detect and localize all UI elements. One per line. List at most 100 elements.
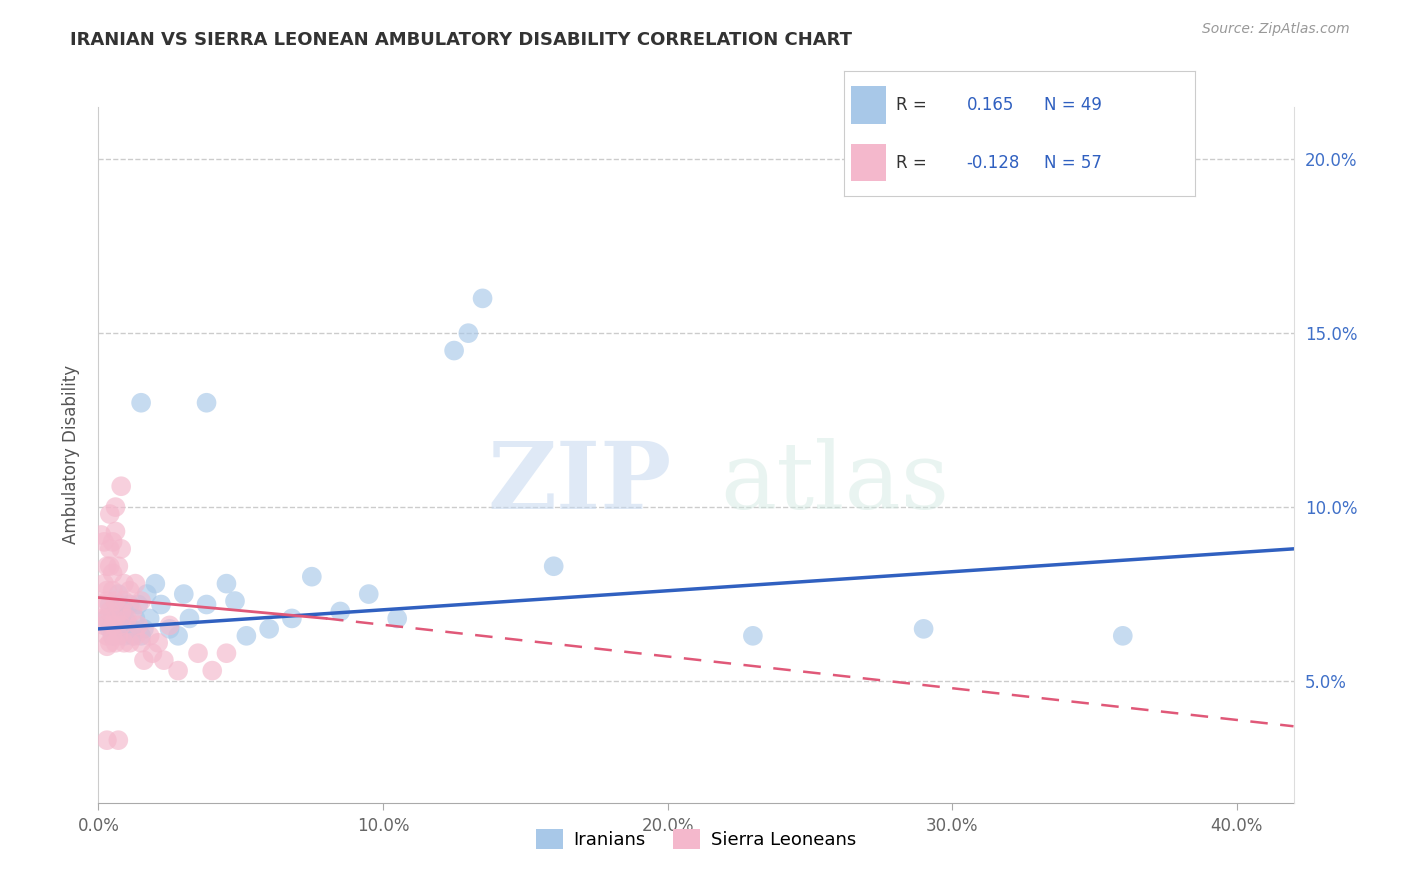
Point	[101, 611, 124, 625]
Point	[112, 636, 135, 650]
FancyBboxPatch shape	[851, 144, 886, 181]
Point	[1112, 629, 1135, 643]
Point	[118, 636, 141, 650]
Point	[110, 541, 132, 556]
Point	[195, 395, 218, 409]
Point	[132, 622, 155, 636]
Point	[98, 559, 121, 574]
Point	[129, 636, 152, 650]
Point	[141, 646, 163, 660]
Point	[112, 605, 135, 619]
Point	[110, 625, 132, 640]
Text: N = 49: N = 49	[1043, 96, 1102, 114]
Point	[215, 646, 238, 660]
Point	[104, 594, 127, 608]
Point	[159, 618, 181, 632]
Point	[135, 587, 157, 601]
Point	[96, 583, 118, 598]
Point	[124, 611, 146, 625]
Point	[201, 664, 224, 678]
FancyBboxPatch shape	[851, 87, 886, 124]
Point	[224, 594, 246, 608]
Point	[96, 639, 118, 653]
Text: N = 57: N = 57	[1043, 153, 1102, 171]
Point	[235, 629, 257, 643]
Point	[96, 733, 118, 747]
Point	[138, 629, 160, 643]
Point	[93, 618, 115, 632]
Point	[187, 646, 209, 660]
Point	[543, 559, 565, 574]
Text: atlas: atlas	[720, 438, 949, 528]
Point	[143, 576, 166, 591]
Point	[93, 576, 115, 591]
Point	[129, 629, 152, 643]
Point	[195, 598, 218, 612]
Point	[443, 343, 465, 358]
Point	[121, 629, 143, 643]
Point	[98, 507, 121, 521]
Point	[129, 395, 152, 409]
Point	[101, 583, 124, 598]
Text: R =: R =	[897, 153, 927, 171]
Text: Source: ZipAtlas.com: Source: ZipAtlas.com	[1202, 22, 1350, 37]
Point	[121, 605, 143, 619]
Point	[107, 598, 129, 612]
Point	[104, 636, 127, 650]
Point	[98, 622, 121, 636]
Point	[98, 605, 121, 619]
Point	[118, 598, 141, 612]
Point	[741, 629, 763, 643]
Point	[153, 653, 176, 667]
Text: ZIP: ZIP	[488, 438, 672, 528]
Point	[98, 541, 121, 556]
Point	[101, 566, 124, 581]
Point	[96, 559, 118, 574]
Point	[115, 615, 138, 629]
Text: IRANIAN VS SIERRA LEONEAN AMBULATORY DISABILITY CORRELATION CHART: IRANIAN VS SIERRA LEONEAN AMBULATORY DIS…	[70, 31, 852, 49]
Point	[115, 611, 138, 625]
Point	[101, 629, 124, 643]
Point	[329, 605, 352, 619]
Point	[129, 594, 152, 608]
Point	[148, 636, 170, 650]
Point	[112, 629, 135, 643]
Point	[159, 622, 181, 636]
Point	[107, 733, 129, 747]
Point	[110, 479, 132, 493]
Point	[110, 605, 132, 619]
Legend: Iranians, Sierra Leoneans: Iranians, Sierra Leoneans	[529, 822, 863, 856]
Point	[179, 611, 201, 625]
Point	[110, 618, 132, 632]
Point	[101, 629, 124, 643]
Point	[104, 500, 127, 514]
Text: R =: R =	[897, 96, 927, 114]
Point	[104, 524, 127, 539]
Point	[124, 629, 146, 643]
Point	[104, 611, 127, 625]
Point	[96, 629, 118, 643]
Point	[301, 570, 323, 584]
Point	[98, 636, 121, 650]
Point	[104, 622, 127, 636]
Point	[107, 629, 129, 643]
Point	[167, 629, 190, 643]
Point	[173, 587, 195, 601]
Point	[167, 664, 190, 678]
Point	[110, 611, 132, 625]
Point	[150, 598, 173, 612]
Point	[112, 576, 135, 591]
Point	[93, 534, 115, 549]
Point	[281, 611, 304, 625]
Point	[471, 291, 494, 305]
Point	[101, 534, 124, 549]
Text: -0.128: -0.128	[967, 153, 1019, 171]
Point	[93, 598, 115, 612]
Point	[101, 618, 124, 632]
Point	[357, 587, 380, 601]
Point	[912, 622, 935, 636]
Point	[98, 598, 121, 612]
Point	[96, 594, 118, 608]
Point	[107, 559, 129, 574]
Point	[127, 598, 149, 612]
